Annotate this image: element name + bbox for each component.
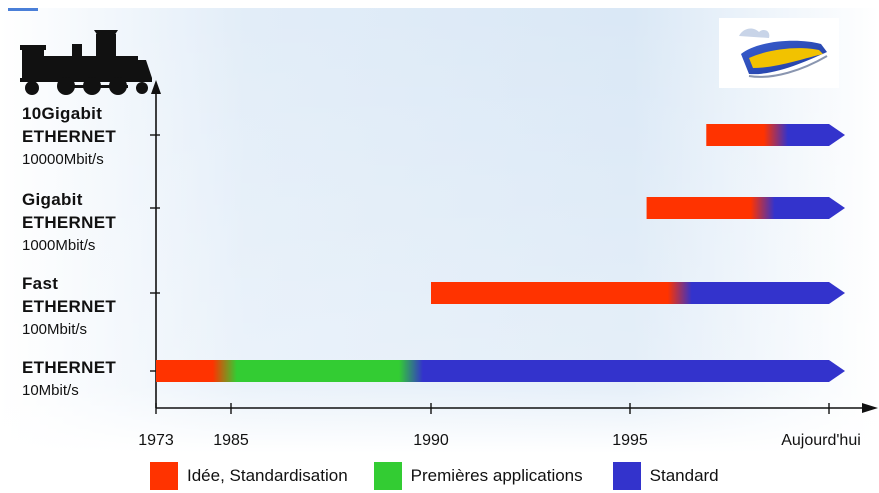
bar-fast-ethernet	[431, 282, 845, 304]
legend-item: Idée, Standardisation	[150, 462, 348, 490]
category-speed: 100Mbit/s	[22, 321, 88, 338]
category-name-line: 10Gigabit	[22, 104, 103, 123]
x-tick-label: 1973	[138, 432, 174, 449]
legend-label: Idée, Standardisation	[187, 466, 348, 485]
legend: Idée, Standardisation Premières applicati…	[150, 462, 860, 490]
category-speed: 10000Mbit/s	[22, 151, 104, 168]
category-label: Gigabit ETHERNET 1000Mbit/s	[22, 188, 116, 257]
legend-swatch	[150, 462, 178, 490]
category-speed: 10Mbit/s	[22, 382, 79, 399]
legend-swatch	[612, 462, 641, 490]
x-tick-label: 1990	[413, 432, 449, 449]
category-speed: 1000Mbit/s	[22, 237, 96, 254]
legend-label: Premières applications	[410, 466, 583, 485]
category-name-line: ETHERNET	[22, 358, 117, 377]
legend-swatch	[373, 462, 402, 490]
legend-item: Standard	[612, 462, 719, 490]
legend-label: Standard	[649, 466, 719, 485]
bar-10gigabit-ethernet	[706, 124, 845, 146]
x-tick-label: 1985	[213, 432, 249, 449]
category-name-line: ETHERNET	[22, 127, 117, 146]
legend-item: Premières applications	[373, 462, 583, 490]
category-label: ETHERNET 10Mbit/s	[22, 356, 116, 402]
bar-gigabit-ethernet	[646, 197, 845, 219]
category-label: Fast ETHERNET 100Mbit/s	[22, 272, 116, 341]
steam-locomotive-icon	[20, 30, 152, 95]
x-tick-label: Aujourd'hui	[781, 432, 861, 449]
category-label: 10Gigabit ETHERNET 10000Mbit/s	[22, 102, 116, 171]
x-axis-arrow	[862, 403, 878, 413]
y-axis-arrow	[151, 80, 161, 94]
category-name-line: ETHERNET	[22, 297, 117, 316]
category-name-line: Fast	[22, 274, 59, 293]
category-name-line: ETHERNET	[22, 213, 117, 232]
high-speed-train-icon	[719, 18, 839, 88]
bar-ethernet	[156, 360, 845, 382]
x-tick-label: 1995	[612, 432, 648, 449]
category-name-line: Gigabit	[22, 190, 83, 209]
